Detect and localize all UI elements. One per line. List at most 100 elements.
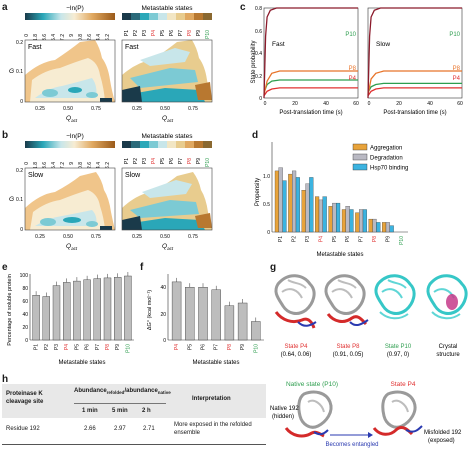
xtick: 0.75 (188, 234, 198, 240)
ytick: 0.1 (16, 69, 23, 75)
category-tick-p10: P10 (253, 344, 259, 353)
xtick: 20 (292, 101, 298, 107)
colorbar-b (25, 141, 115, 148)
xtick: 20 (396, 101, 402, 107)
bar-p4-hsp70-binding (322, 196, 327, 233)
xtick: 0 (368, 101, 371, 107)
cb-tick: 16.2 (105, 162, 111, 172)
xlabel-main: Q (66, 243, 71, 250)
cb-tick: 16.2 (105, 34, 111, 44)
bar-p5-hsp70-binding (336, 202, 341, 233)
crystal-label-2: structure (436, 352, 460, 358)
legend-swatch-aggregation (352, 143, 368, 151)
cb-tick: 14.4 (96, 34, 102, 44)
bar-p2-hsp70-binding (295, 177, 300, 233)
bar-p7-degradation (359, 209, 364, 233)
state-tick: P8 (187, 158, 193, 164)
xlabel-d: Metastable states (316, 252, 363, 258)
category-tick-p4: P4 (318, 236, 324, 242)
bar-p10 (251, 321, 261, 341)
state-tick: P4 (151, 158, 157, 164)
xtick: 0.75 (188, 106, 198, 112)
xtick: 0.25 (35, 106, 45, 112)
ytick: 0 (20, 99, 23, 105)
cb-tick: 3.6 (42, 162, 48, 169)
bar-p3-hsp70-binding (309, 177, 314, 233)
category-tick-p3: P3 (54, 344, 60, 350)
table-header: Proteinase K cleavage site Abundancerefo… (2, 384, 266, 418)
bar-p9 (237, 302, 248, 341)
time-2h: 2 h (142, 408, 151, 414)
cb-tick: 14.4 (96, 162, 102, 172)
ytick: 20 (22, 325, 28, 331)
panel-b: −ln(P) 0 1.8 3.6 5.4 7.2 9 10.8 12.6 14.… (9, 133, 213, 251)
value-2h: 2.71 (143, 426, 155, 432)
row-interpretation: More exposed in the refolded ensemble (174, 422, 252, 436)
state-p4-label: State P4 (391, 381, 416, 388)
col-header-interpretation: Interpretation (192, 396, 231, 402)
ytick: 80 (22, 286, 28, 292)
panel-label-e: e (2, 262, 8, 273)
structure-state-p8 (324, 274, 369, 327)
ytick: 0 (20, 227, 23, 233)
xlabel-b-right: Qact (162, 243, 174, 251)
panel-d: Propensity 0 0.5 1.0 P1 P2 P3 P4 P5 P6 P7 P8 P9 P… (255, 142, 408, 258)
bar-p6 (83, 279, 91, 341)
category-tick-p9: P9 (240, 344, 246, 350)
cb-tick: 12.6 (87, 162, 93, 172)
state-tick: P9 (196, 158, 202, 164)
xlabel-f: Metastable states (192, 360, 239, 366)
xlabel-sub: act (71, 246, 78, 251)
xtick: 40 (323, 101, 329, 107)
ytick: 60 (22, 299, 28, 305)
xlabel-main: Q (162, 115, 167, 122)
col-header-abundance: Abundancerefolded/abundancenative (74, 388, 171, 395)
xlabel-a-right: Qact (162, 115, 174, 123)
series-label-p4-right: P4 (453, 76, 461, 82)
bar-p8 (224, 305, 235, 341)
ylabel-e: Percentage of soluble protein (7, 274, 13, 346)
cb-tick: 0 (24, 34, 30, 37)
time-5min: 5 min (112, 408, 128, 414)
state-ticks-b: P1 P2 P3 P4 P5 P6 P7 P8 P9 P10 (124, 158, 211, 167)
bar-p1-degradation (278, 167, 283, 233)
category-tick-p5: P5 (332, 236, 338, 242)
state-tick: P1 (124, 158, 130, 164)
bar-p8 (103, 277, 112, 341)
ytick: 0.8 (255, 6, 262, 12)
bars-d (274, 167, 394, 233)
ylabel-d: Propensity (255, 178, 261, 206)
bar-p10 (124, 275, 132, 341)
state-tick: P6 (169, 30, 175, 36)
exposed-label: (exposed) (428, 438, 455, 444)
bar-p1 (32, 295, 40, 341)
free-energy-map-b (25, 168, 115, 230)
category-tick-p4: P4 (174, 344, 180, 350)
misfolded-structure (372, 390, 423, 436)
series-line-p4 (367, 87, 462, 97)
category-tick-p7: P7 (359, 236, 365, 242)
state-tick: P5 (160, 158, 166, 164)
abundance-sub-refolded: refolded (106, 390, 125, 396)
ylabel-f: ΔG° (kcal mol⁻¹) (147, 290, 153, 330)
bars-f (171, 277, 261, 341)
hidden-label: (hidden) (272, 414, 294, 420)
bar-p7-hsp70-binding (362, 209, 367, 233)
state-label-p10: State P10 (385, 344, 412, 350)
category-tick-p9: P9 (385, 236, 391, 242)
left-text-a: Fast (28, 44, 42, 51)
ytick: 0 (267, 230, 270, 236)
panel-c: State probability 0 0.2 0.4 0.6 0.8 0 20… (251, 6, 463, 116)
bar-p3 (52, 285, 61, 341)
colorbar-title-b: −ln(P) (66, 133, 84, 140)
category-tick-p2: P2 (292, 236, 298, 242)
legend-d: Aggregation Degradation Hsp70 binding (352, 143, 408, 172)
bar-p7 (211, 289, 221, 341)
ytick: 0.2 (16, 40, 23, 46)
bar-p4 (63, 282, 71, 341)
category-tick-p9: P9 (115, 344, 121, 350)
xlabel-a-left: Qact (66, 115, 78, 123)
state-label-p4: State P4 (284, 344, 308, 350)
cb-tick: 3.6 (42, 34, 48, 41)
bar-p6 (198, 287, 208, 341)
